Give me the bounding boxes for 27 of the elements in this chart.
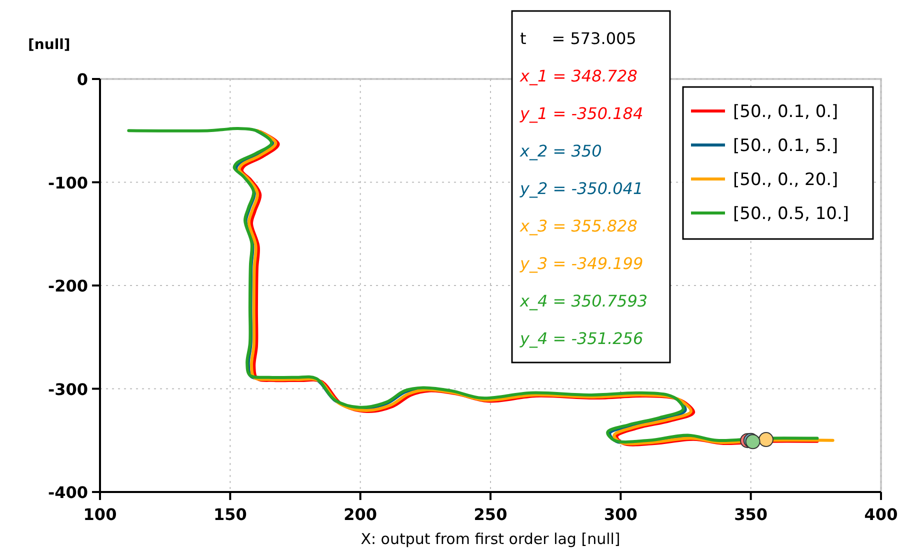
y-tick-label: 0 <box>76 70 88 89</box>
annotation: x_3 = 355.828 <box>519 216 638 236</box>
annotation: y_1 = -350.184 <box>519 104 644 123</box>
annotation: y_4 = -351.256 <box>519 329 644 348</box>
x-tick-label: 300 <box>604 505 638 524</box>
x-tick-label: 200 <box>344 505 378 524</box>
x-axis-title: X: output from first order lag [null] <box>360 530 620 548</box>
legend-label: [50., 0.1, 0.] <box>733 102 838 122</box>
x-tick-label: 100 <box>83 505 117 524</box>
annotation: y_2 = -350.041 <box>519 179 644 198</box>
x-tick-label: 250 <box>474 505 508 524</box>
x-tick-label: 400 <box>864 505 898 524</box>
y-tick-label: -200 <box>48 276 88 296</box>
annotation: x_2 = 350 <box>519 142 602 160</box>
annotation: y_3 = -349.199 <box>519 254 644 273</box>
y-tick-label: -100 <box>48 173 88 192</box>
annotation: x_1 = 348.728 <box>519 66 638 86</box>
y-tick-label: -300 <box>48 380 88 399</box>
text: t = 573.005 <box>520 29 636 48</box>
legend-label: [50., 0.5, 10.] <box>733 204 849 224</box>
y-axis-title: [null] <box>28 37 70 53</box>
legend-label: [50., 0.1, 5.] <box>733 136 838 156</box>
y-tick-label: -400 <box>48 483 88 502</box>
annotation: x_4 = 350.7593 <box>519 292 648 310</box>
x-tick-label: 150 <box>213 505 247 524</box>
legend-label: [50., 0., 20.] <box>733 170 838 190</box>
x-tick-label: 350 <box>734 505 768 524</box>
